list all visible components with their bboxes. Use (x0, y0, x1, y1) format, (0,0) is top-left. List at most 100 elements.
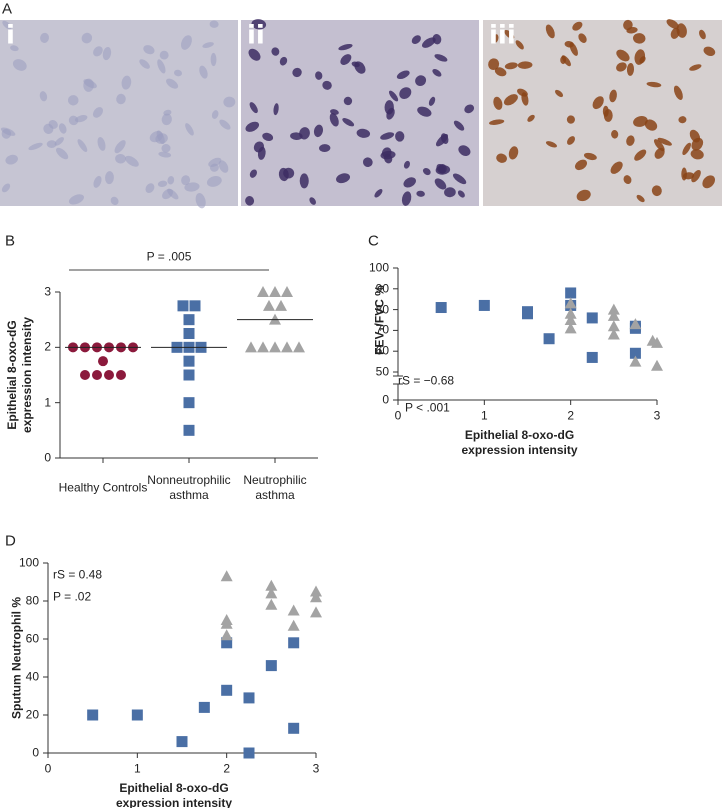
cell-nucleus (444, 187, 456, 198)
data-point (198, 701, 210, 713)
cell-nucleus (681, 167, 687, 181)
cell-nucleus (93, 46, 103, 57)
cell-nucleus (39, 91, 48, 102)
cell-nucleus (457, 190, 465, 198)
y-axis-label: FEV₁/FVC % (372, 285, 387, 355)
cell-nucleus (161, 113, 172, 126)
stat-annotation: rS = 0.48 (53, 567, 103, 582)
cell-nucleus (1, 183, 11, 193)
cell-nucleus (494, 67, 507, 77)
data-point (265, 660, 277, 672)
cell-nucleus (245, 121, 260, 132)
cell-nucleus (167, 176, 175, 185)
y-tick-label: 100 (368, 260, 389, 275)
cell-nucleus (81, 32, 93, 44)
cell-nucleus (651, 185, 662, 197)
cell-nucleus (77, 139, 88, 152)
cell-nucleus (434, 54, 448, 62)
cell-nucleus (623, 175, 632, 185)
cell-nucleus (386, 107, 395, 120)
data-point (177, 300, 189, 312)
cell-nucleus (616, 49, 630, 62)
cell-nucleus (561, 55, 571, 67)
cell-nucleus (67, 95, 79, 106)
cell-nucleus (464, 104, 475, 114)
cell-nucleus (116, 93, 126, 105)
cell-nucleus (209, 20, 219, 28)
data-point (543, 333, 555, 345)
data-point (221, 637, 233, 649)
cell-nucleus (517, 88, 528, 97)
cell-nucleus (223, 96, 236, 108)
x-tick-label: 2 (567, 408, 574, 423)
cell-nucleus (354, 61, 366, 74)
cell-nucleus (432, 33, 442, 45)
cell-nucleus (292, 67, 302, 78)
cell-nucleus (691, 169, 701, 183)
cell-nucleus (180, 35, 192, 50)
cell-nucleus (399, 87, 412, 99)
cell-nucleus (380, 132, 395, 140)
cell-nucleus (145, 183, 155, 194)
data-point (243, 747, 255, 759)
cell-nucleus (5, 154, 18, 165)
cell-nucleus (576, 189, 591, 202)
cell-nucleus (166, 78, 179, 89)
cell-nucleus (503, 94, 518, 106)
data-point (281, 341, 293, 353)
cell-nucleus (40, 32, 50, 43)
cell-nucleus (555, 89, 564, 98)
cell-nucleus (315, 71, 323, 80)
cell-nucleus (395, 131, 405, 142)
data-point (220, 629, 233, 641)
cell-nucleus (279, 56, 288, 66)
x-tick-label: Neutrophilic asthma (243, 473, 307, 502)
cell-nucleus (159, 50, 169, 60)
cell-nucleus (401, 191, 412, 206)
y-axis-label: Sputum Neutrophil % (9, 597, 24, 719)
cell-nucleus (338, 43, 353, 51)
cell-nucleus (458, 145, 471, 156)
data-point (435, 302, 447, 314)
data-point (651, 336, 663, 348)
cell-nucleus (283, 167, 295, 179)
cell-nucleus (54, 137, 64, 146)
cell-nucleus (309, 197, 316, 205)
micrograph (0, 20, 238, 206)
cell-nucleus (343, 96, 353, 106)
cell-nucleus (28, 142, 43, 151)
cell-nucleus (610, 161, 623, 174)
cell-nucleus (657, 137, 672, 146)
cell-nucleus (162, 188, 174, 200)
cell-nucleus (527, 114, 535, 122)
cell-nucleus (452, 173, 467, 185)
cell-nucleus (493, 96, 503, 110)
data-point (629, 347, 641, 359)
cell-nucleus (646, 81, 662, 88)
cell-nucleus (114, 140, 126, 154)
cell-nucleus (313, 124, 323, 138)
data-point (310, 585, 322, 597)
cell-nucleus (626, 135, 635, 146)
data-point (87, 709, 99, 721)
cell-nucleus (381, 147, 392, 158)
data-point (183, 369, 195, 381)
cell-nucleus (689, 64, 702, 71)
cell-nucleus (46, 140, 57, 149)
data-point (176, 736, 188, 748)
data-point (288, 722, 300, 734)
cell-nucleus (636, 194, 645, 203)
data-point (565, 287, 577, 299)
x-tick-label: 1 (480, 408, 488, 423)
x-tick-label: 1 (133, 761, 141, 776)
cell-nucleus (125, 155, 139, 167)
x-tick-label: Healthy Controls (58, 480, 148, 495)
cell-nucleus (329, 113, 339, 127)
cell-nucleus (157, 180, 168, 188)
data-point (293, 341, 305, 353)
cell-nucleus (422, 37, 436, 48)
cell-nucleus (342, 118, 355, 127)
cell-nucleus (566, 115, 575, 124)
cell-nucleus (362, 157, 373, 168)
data-point (98, 356, 108, 367)
